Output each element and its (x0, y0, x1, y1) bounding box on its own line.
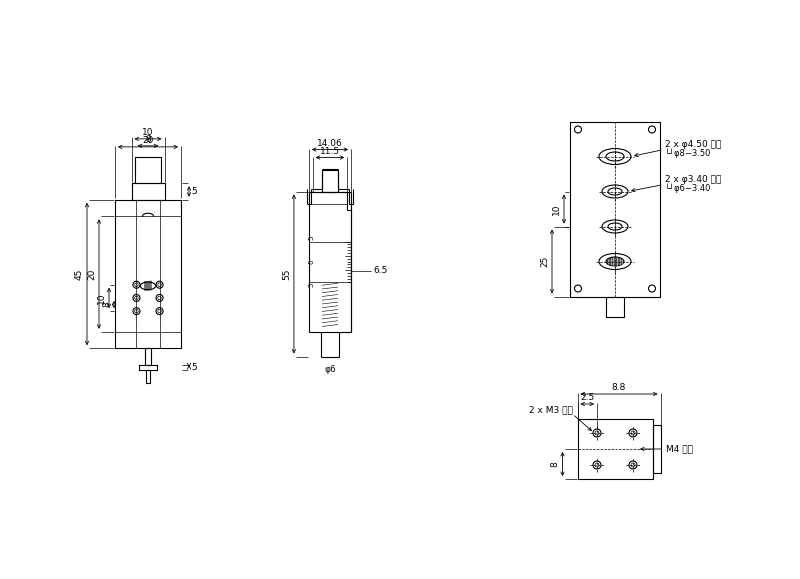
Text: 8: 8 (102, 302, 111, 307)
Text: 6.5: 6.5 (373, 266, 387, 275)
Text: 10: 10 (142, 128, 154, 137)
Text: 8: 8 (550, 461, 559, 467)
Text: 5: 5 (309, 283, 315, 287)
Text: 2 x φ4.50 贯穿: 2 x φ4.50 贯穿 (665, 140, 722, 149)
Text: 11.5: 11.5 (320, 146, 340, 156)
Text: 20: 20 (142, 136, 154, 145)
Text: 0: 0 (309, 259, 315, 264)
Text: 45: 45 (75, 268, 84, 280)
Text: └┘φ6−3.40: └┘φ6−3.40 (665, 184, 711, 193)
Ellipse shape (606, 257, 624, 266)
Text: 5: 5 (309, 236, 315, 240)
Text: 5: 5 (191, 187, 197, 196)
Text: 10: 10 (552, 203, 561, 215)
Text: 55: 55 (282, 268, 291, 280)
Text: └┘φ8−3.50: └┘φ8−3.50 (665, 149, 711, 158)
Text: 2 x M3 贯穿: 2 x M3 贯穿 (529, 405, 573, 414)
Text: φ6: φ6 (324, 365, 336, 373)
Text: 5: 5 (191, 363, 197, 372)
Text: M4 贯穿: M4 贯穿 (666, 445, 693, 453)
Text: 20: 20 (87, 268, 96, 280)
Text: 8: 8 (145, 135, 151, 144)
Text: 10: 10 (97, 292, 106, 303)
Text: 2.5: 2.5 (580, 393, 594, 402)
Text: 8.8: 8.8 (612, 383, 626, 392)
Text: 2 x φ3.40 贯穿: 2 x φ3.40 贯穿 (665, 175, 722, 184)
Text: 14.06: 14.06 (317, 138, 343, 148)
Text: 25: 25 (540, 256, 549, 267)
